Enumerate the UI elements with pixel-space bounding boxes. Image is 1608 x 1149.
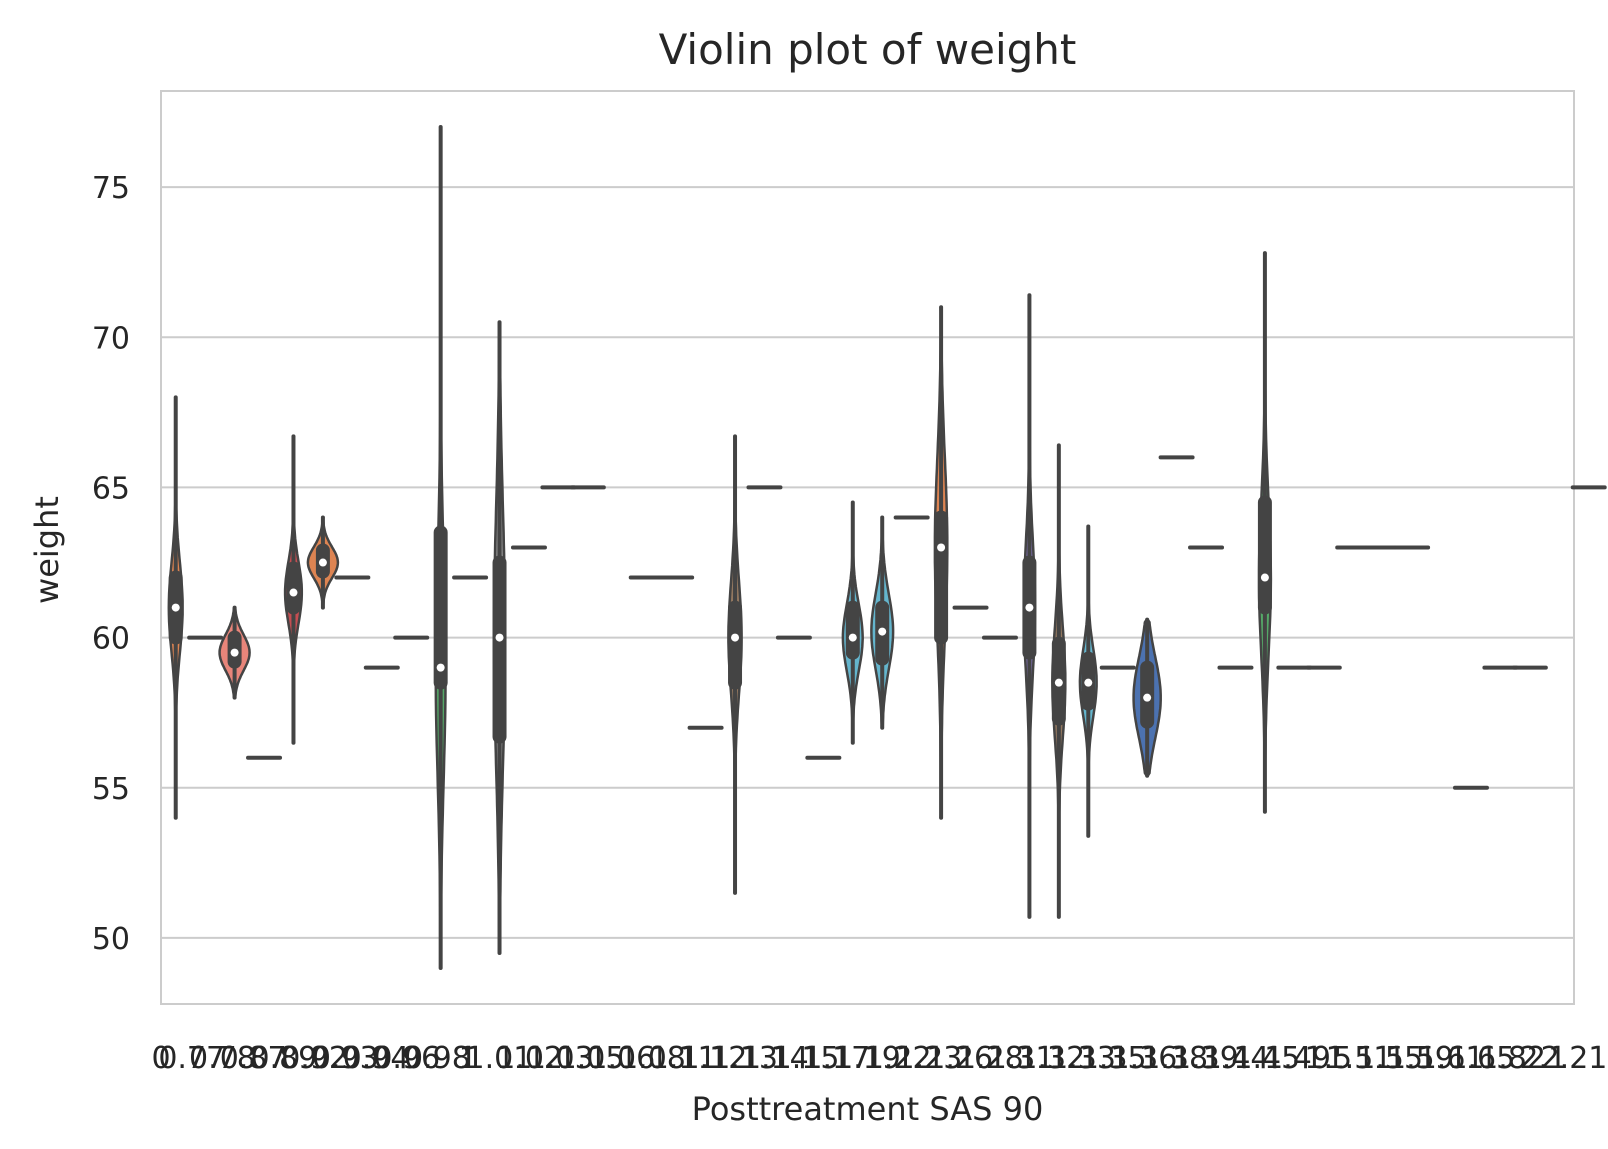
x-tick-label: 1.35 (1080, 1041, 1147, 1076)
violin (492, 320, 507, 955)
x-tick-label: 1.08 (619, 1041, 686, 1076)
x-tick-label: 1 (459, 1041, 478, 1076)
x-tick-label: 1.31 (988, 1041, 1055, 1076)
x-tick-label: 2.21 (1541, 1041, 1608, 1076)
violin (933, 305, 949, 820)
x-tick-label: 1.49 (1264, 1041, 1331, 1076)
x-tick-label: 1.36 (1111, 1041, 1178, 1076)
violin-median-marker (1025, 603, 1034, 612)
violin-median-marker (878, 627, 887, 636)
x-tick-label: 0.93 (312, 1041, 379, 1076)
violin (1022, 293, 1037, 919)
x-tick-label: 1.22 (865, 1041, 932, 1076)
x-tick-label: 2.1 (1519, 1041, 1567, 1076)
x-tick-label: 1.11 (650, 1041, 717, 1076)
x-tick-label: 1.38 (1141, 1041, 1208, 1076)
violin (841, 500, 864, 745)
x-tick-label: 0 (151, 1041, 170, 1076)
x-tick-label: 1.61 (1418, 1041, 1485, 1076)
x-tick-label: 0.92 (281, 1041, 348, 1076)
violin-median-marker (171, 603, 180, 612)
y-tick-label: 55 (92, 772, 130, 807)
x-tick-label: 1.03 (527, 1041, 594, 1076)
violin-median-marker (318, 558, 327, 567)
y-tick-label: 50 (92, 922, 130, 957)
x-tick-label: 1.02 (496, 1041, 563, 1076)
y-tick-label: 60 (92, 622, 130, 657)
x-tick-label: 0.98 (404, 1041, 471, 1076)
x-tick-label: 1.19 (834, 1041, 901, 1076)
violin-median-marker (230, 648, 239, 657)
x-tick-label: 1.65 (1448, 1041, 1515, 1076)
x-tick-label: 1.01 (465, 1041, 532, 1076)
x-tick-label: 1.26 (926, 1041, 993, 1076)
violin (870, 515, 895, 730)
violin (1132, 617, 1162, 778)
x-tick-label: 0.96 (373, 1041, 440, 1076)
x-tick-label: 0.77 (158, 1041, 225, 1076)
x-tick-label: 1.82 (1479, 1041, 1546, 1076)
violin-median-marker (1260, 573, 1269, 582)
violin (433, 125, 448, 970)
y-tick-label: 75 (92, 171, 130, 206)
x-tick-label: 1.55 (1356, 1041, 1423, 1076)
violin-median-marker (436, 663, 445, 672)
x-tick-label: 1.15 (773, 1041, 840, 1076)
plot-frame (160, 90, 1575, 1005)
x-tick-label: 1.32 (1018, 1041, 1085, 1076)
x-tick-label: 1.13 (711, 1041, 778, 1076)
x-tick-label: 0.78 (189, 1041, 256, 1076)
x-tick-label: 1.45 (1233, 1041, 1300, 1076)
violin-median-marker (1054, 678, 1063, 687)
violin (1078, 524, 1098, 838)
violin-median-marker (1143, 693, 1152, 702)
x-tick-labels: 00.770.780.870.890.920.930.940.960.9811.… (151, 1041, 1607, 1076)
y-axis-label: weight (28, 496, 66, 604)
violin-median-marker (937, 543, 946, 552)
x-tick-label: 1.51 (1326, 1041, 1393, 1076)
x-tick-label: 0.87 (220, 1041, 287, 1076)
violin-median-marker (731, 633, 740, 642)
x-tick-label: 0.89 (250, 1041, 317, 1076)
y-tick-label: 70 (92, 321, 130, 356)
x-tick-label: 1.23 (896, 1041, 963, 1076)
violin-median-marker (1084, 678, 1093, 687)
violin (283, 434, 304, 745)
x-tick-label: 1.17 (803, 1041, 870, 1076)
x-tick-label: 1.59 (1387, 1041, 1454, 1076)
x-tick-label: 0.94 (343, 1041, 410, 1076)
x-tick-label: 1.06 (588, 1041, 655, 1076)
x-tick-label: 1.39 (1172, 1041, 1239, 1076)
x-tick-label: 1.12 (681, 1041, 748, 1076)
violin (1257, 251, 1273, 814)
x-tick-label: 1.14 (742, 1041, 809, 1076)
violin-median-marker (495, 633, 504, 642)
violin (218, 605, 251, 700)
violin (727, 434, 743, 895)
x-tick-label: 1.5 (1304, 1041, 1352, 1076)
violin (306, 515, 340, 610)
x-tick-label: 1.44 (1203, 1041, 1270, 1076)
chart-title: Violin plot of weight (659, 25, 1077, 74)
x-tick-label: 1.05 (558, 1041, 625, 1076)
violin-median-marker (848, 633, 857, 642)
x-tick-label: 1.28 (957, 1041, 1024, 1076)
violin (1051, 443, 1067, 919)
y-tick-label: 65 (92, 471, 130, 506)
violin-series (167, 125, 1607, 970)
x-axis-label: Posttreatment SAS 90 (692, 1090, 1044, 1128)
violin (167, 395, 184, 820)
x-tick-label: 1.33 (1049, 1041, 1116, 1076)
y-tick-labels: 50 55 60 65 70 75 (92, 171, 130, 957)
violin-median-marker (289, 588, 298, 597)
